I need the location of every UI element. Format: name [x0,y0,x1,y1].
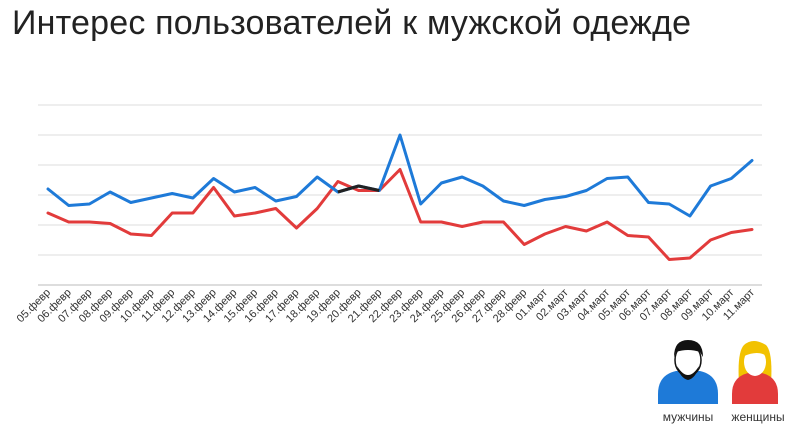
series-overlap-segment [337,184,380,194]
chart-grid [38,104,762,286]
legend-label-women: женщины [731,410,784,424]
series-line-women [46,168,754,261]
legend-label-men: мужчины [663,410,714,424]
series-lines [46,133,754,261]
series-line-men [46,133,754,218]
chart-title: Интерес пользователей к мужской одежде [12,4,692,42]
woman-icon [732,341,778,404]
legend-item-men: мужчины [658,340,718,424]
x-axis-labels: 05.февр06.февр07.февр08.февр09.февр10.фе… [15,287,757,325]
legend-item-women: женщины [731,341,785,424]
man-icon [658,340,718,404]
